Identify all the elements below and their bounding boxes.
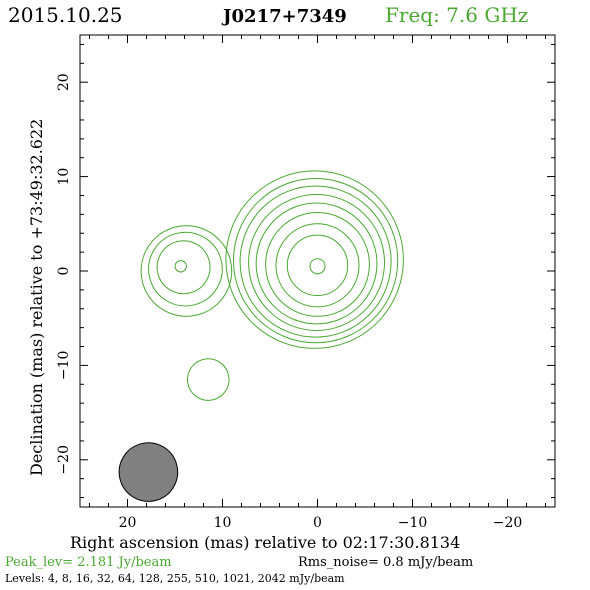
contour-line bbox=[255, 202, 378, 325]
contour-levels: Levels: 4, 8, 16, 32, 64, 128, 255, 510,… bbox=[5, 572, 345, 585]
contour-line bbox=[275, 223, 360, 308]
contour-line bbox=[174, 260, 187, 273]
y-tick-label: 10 bbox=[56, 168, 72, 186]
x-tick-label: 0 bbox=[313, 515, 322, 531]
y-tick-label: 20 bbox=[56, 73, 72, 91]
y-tick-label: 0 bbox=[56, 267, 72, 276]
component-core bbox=[225, 170, 404, 349]
x-tick-label: −10 bbox=[398, 515, 428, 531]
contour-line bbox=[225, 170, 404, 349]
peak-level: Peak_lev= 2.181 Jy/beam bbox=[5, 555, 172, 570]
x-tick-label: −20 bbox=[493, 515, 523, 531]
contour-line bbox=[148, 231, 223, 307]
y-tick-label: −20 bbox=[56, 445, 72, 475]
contour-line bbox=[248, 194, 386, 331]
contour-line bbox=[286, 234, 349, 297]
x-tick-label: 10 bbox=[214, 515, 232, 531]
x-tick-labels: 20 10 0 −10 −20 bbox=[119, 515, 523, 531]
observation-date: 2015.10.25 bbox=[8, 3, 123, 27]
contour-line bbox=[140, 225, 233, 317]
component-jet-knot-2 bbox=[186, 358, 230, 401]
y-axis-label: Declination (mas) relative to +73:49:32.… bbox=[27, 119, 46, 476]
component-jet-knot-1 bbox=[140, 225, 233, 317]
contours bbox=[140, 170, 404, 401]
contour-line bbox=[239, 185, 392, 338]
y-tick-labels: 20 10 0 −10 −20 bbox=[56, 73, 72, 474]
beam-layer bbox=[118, 442, 179, 502]
source-name: J0217+7349 bbox=[221, 6, 347, 27]
rms-noise: Rms_noise= 0.8 mJy/beam bbox=[298, 555, 473, 570]
y-tick-label: −10 bbox=[56, 351, 72, 381]
contour-line bbox=[186, 358, 230, 401]
plot-frame bbox=[79, 34, 556, 508]
contour-line bbox=[309, 258, 326, 275]
x-axis-label: Right ascension (mas) relative to 02:17:… bbox=[70, 533, 460, 552]
contour-line bbox=[265, 211, 370, 317]
x-tick-label: 20 bbox=[119, 515, 137, 531]
contour-line bbox=[156, 240, 211, 295]
contour-line bbox=[232, 177, 399, 344]
frequency-label: Freq: 7.6 GHz bbox=[385, 3, 528, 27]
beam-ellipse bbox=[118, 442, 179, 502]
axis-ticks bbox=[80, 35, 555, 507]
